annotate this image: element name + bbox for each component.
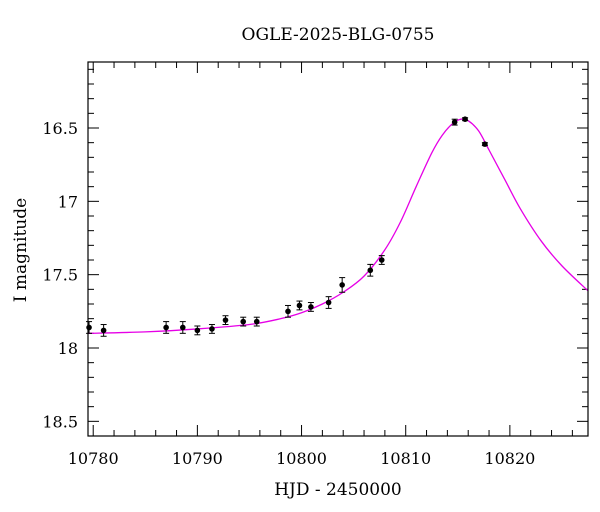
point-marker xyxy=(194,327,201,334)
point-marker xyxy=(209,326,215,332)
point-marker xyxy=(285,308,291,315)
data-point xyxy=(339,277,346,293)
x-tick-label: 10820 xyxy=(484,449,535,468)
point-marker xyxy=(222,317,229,323)
data-point xyxy=(481,141,488,147)
chart-title: OGLE-2025-BLG-0755 xyxy=(242,25,435,45)
y-axis-label: I magnitude xyxy=(11,198,31,302)
point-marker xyxy=(482,141,488,147)
data-point xyxy=(253,316,260,327)
data-point xyxy=(285,304,291,318)
data-point xyxy=(462,116,469,122)
data-point xyxy=(367,263,374,277)
y-tick-label: 18 xyxy=(58,339,78,358)
y-tick-label: 17.5 xyxy=(42,266,78,285)
point-marker xyxy=(163,324,169,331)
point-marker xyxy=(451,119,458,125)
data-point xyxy=(208,324,215,334)
point-marker xyxy=(339,282,345,288)
axis-ticks xyxy=(88,62,588,437)
point-marker xyxy=(253,318,260,325)
plot-frame xyxy=(87,61,589,437)
x-axis-label: HJD - 2450000 xyxy=(274,480,402,500)
data-point xyxy=(240,316,247,327)
point-marker xyxy=(296,302,303,309)
model-curve xyxy=(88,118,588,334)
data-point xyxy=(163,321,170,334)
point-marker xyxy=(100,327,107,334)
data-point xyxy=(378,255,385,265)
x-tick-label: 10810 xyxy=(380,449,431,468)
data-point xyxy=(325,296,332,309)
data-point xyxy=(296,300,303,311)
point-marker xyxy=(240,318,247,325)
tick-labels: 10780 10790 10800 10810 10820 16.5 17 17.5 18 18.… xyxy=(42,119,535,468)
x-tick-label: 10790 xyxy=(172,449,223,468)
data-point xyxy=(100,324,107,337)
y-tick-label: 17 xyxy=(58,192,78,211)
point-marker xyxy=(367,267,374,274)
data-point xyxy=(194,325,201,336)
x-tick-label: 10800 xyxy=(276,449,327,468)
point-marker xyxy=(325,299,332,306)
data-point xyxy=(451,118,458,126)
y-tick-label: 16.5 xyxy=(42,119,78,138)
point-marker xyxy=(378,257,385,263)
data-point xyxy=(307,302,314,312)
point-marker xyxy=(86,324,92,331)
data-point xyxy=(86,321,93,334)
point-marker xyxy=(462,116,468,122)
data-points xyxy=(86,116,488,337)
y-tick-label: 18.5 xyxy=(42,412,78,431)
point-marker xyxy=(179,324,186,331)
x-tick-label: 10780 xyxy=(68,449,119,468)
data-point xyxy=(222,315,229,326)
data-point xyxy=(179,321,186,334)
point-marker xyxy=(308,304,314,310)
